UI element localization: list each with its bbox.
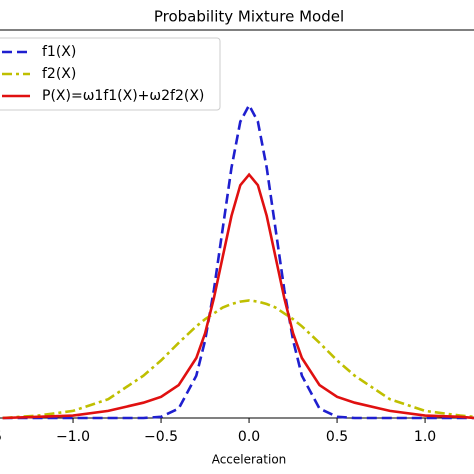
x-tick-label: −1.0 — [56, 429, 90, 445]
x-tick-label: −0.5 — [144, 429, 178, 445]
line-series — [2, 299, 474, 420]
chart-title: Probability Mixture Model — [154, 8, 344, 26]
line-series — [2, 172, 474, 420]
x-tick-label: 0.0 — [238, 429, 260, 445]
legend-label: P(X)=ω1f1(X)+ω2f2(X) — [42, 88, 204, 104]
x-axis-label: Acceleration — [212, 453, 287, 467]
legend: f1(X) f2(X) P(X)=ω1f1(X)+ω2f2(X) — [0, 37, 221, 111]
x-tick-label: −1.5 — [0, 429, 2, 445]
x-tick-label: 1.0 — [414, 429, 436, 445]
legend-box — [0, 37, 221, 111]
legend-label: f2(X) — [42, 66, 76, 82]
x-tick-label: 0.5 — [326, 429, 348, 445]
legend-label: f1(X) — [42, 44, 76, 60]
